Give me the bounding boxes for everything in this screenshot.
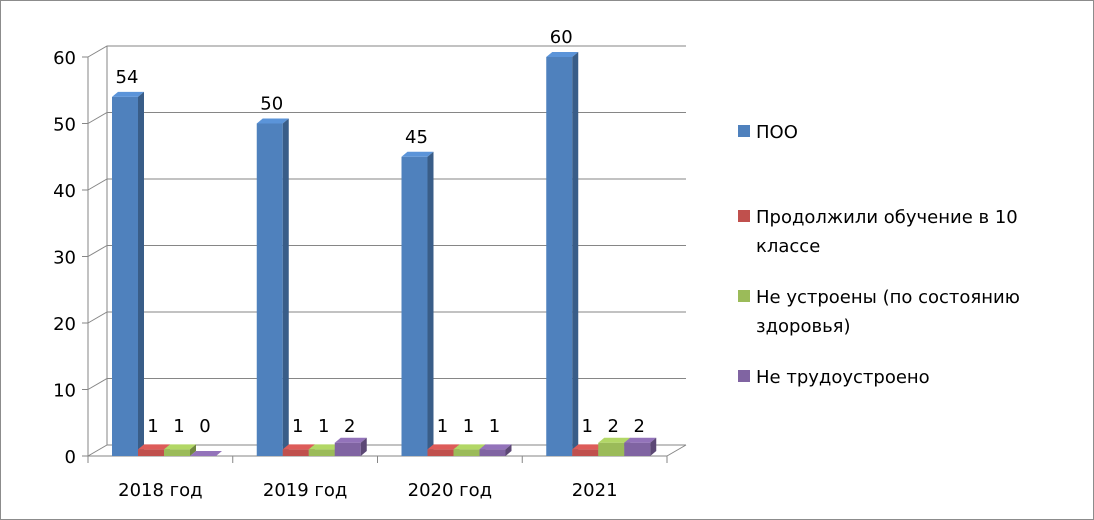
y-tick-label: 0 [65, 447, 76, 468]
data-label: 1 [147, 416, 158, 437]
data-label: 2 [608, 416, 619, 437]
bar-top [546, 52, 579, 57]
bar-side [427, 151, 434, 456]
bar-side [360, 437, 367, 456]
y-tick-label: 50 [53, 115, 76, 136]
x-tick-label: 2018 год [118, 480, 202, 501]
data-label: 1 [463, 416, 474, 437]
data-label: 0 [199, 416, 210, 437]
bar-side [190, 444, 196, 456]
y-tick-label: 10 [53, 381, 76, 402]
data-label: 1 [582, 416, 593, 437]
data-label: 1 [437, 416, 448, 437]
data-label: 2 [344, 416, 355, 437]
bar-side [572, 52, 579, 456]
data-label: 50 [260, 94, 283, 115]
bar-top [572, 444, 605, 450]
legend-item-continued-10th-grade: Продолжили обучение в 10 классе [738, 203, 1056, 261]
bar-side [650, 437, 657, 456]
bar-top [190, 451, 222, 456]
bar-top [256, 118, 289, 124]
bar-side [138, 91, 144, 457]
legend-swatch [738, 125, 750, 137]
legend-item-not-employed: Не трудоустроено [738, 363, 1086, 392]
data-label: 1 [489, 416, 500, 437]
data-label: 45 [405, 127, 428, 148]
bar [334, 442, 361, 456]
bar-top [164, 444, 196, 450]
legend-item-not-placed-health: Не устроены (по состоянию здоровья) [738, 283, 1076, 341]
data-label: 60 [550, 27, 573, 48]
bar-top [308, 444, 341, 450]
gridline [87, 112, 686, 124]
bar [164, 449, 190, 456]
data-label: 2 [634, 416, 645, 437]
legend-label: Не трудоустроено [756, 367, 930, 388]
bar [479, 449, 506, 456]
bar [572, 449, 599, 456]
legend-label: ПОО [756, 122, 798, 143]
bar-top [282, 444, 315, 450]
bar [427, 449, 454, 456]
y-tick-label: 20 [53, 314, 76, 335]
bar-side [282, 118, 289, 456]
legend-swatch [738, 370, 750, 382]
bar [138, 449, 164, 456]
bar [401, 156, 428, 456]
legend-swatch [738, 290, 750, 302]
bar-top [427, 444, 460, 450]
floor-edge [666, 444, 687, 457]
x-tick-label: 2020 год [408, 480, 492, 501]
data-label: 1 [173, 416, 184, 437]
bar-top [479, 444, 512, 450]
bar [308, 449, 335, 456]
bar-top [334, 437, 367, 443]
bar [453, 449, 480, 456]
gridline [87, 378, 686, 390]
data-label: 1 [292, 416, 303, 437]
legend-label: Не устроены (по состоянию здоровья) [756, 287, 1020, 337]
y-tick-label: 30 [53, 248, 76, 269]
bar-top [112, 91, 144, 97]
bar-top [453, 444, 486, 450]
y-tick-label: 40 [53, 181, 76, 202]
bar-top [138, 444, 170, 450]
data-label: 54 [116, 67, 139, 88]
y-tick-label: 60 [53, 48, 76, 69]
data-label: 1 [318, 416, 329, 437]
bar [282, 449, 309, 456]
x-tick-label: 2021 [572, 480, 618, 501]
gridline [87, 311, 686, 324]
gridline [87, 178, 686, 191]
bar [546, 57, 573, 456]
legend-item-poo: ПОО [738, 118, 1086, 147]
bar-top [401, 151, 434, 157]
gridline [87, 45, 686, 58]
bar-side [505, 444, 512, 456]
legend-swatch [738, 210, 750, 222]
bar [624, 442, 651, 456]
gridline [87, 245, 686, 257]
bar [598, 442, 625, 456]
bar [256, 123, 283, 456]
bar-top [624, 437, 657, 443]
bar-top [598, 437, 631, 443]
x-tick-label: 2019 год [263, 480, 347, 501]
bar [112, 96, 138, 457]
legend-label: Продолжили обучение в 10 классе [756, 207, 1018, 257]
